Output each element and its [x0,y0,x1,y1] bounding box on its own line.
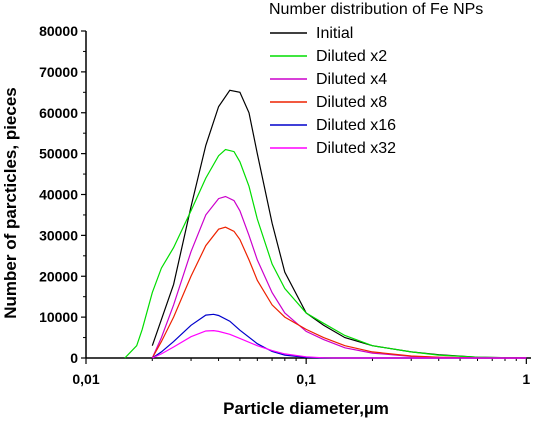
series-line-4 [151,313,527,359]
y-tick-label: 70000 [39,64,78,80]
legend-label: Diluted x4 [316,71,387,88]
legend-title: Number distribution of Fe NPs [269,1,483,18]
series-line-3 [151,226,527,359]
legend-label: Diluted x16 [316,117,396,134]
legend-label: Diluted x32 [316,140,396,157]
series-line-2 [151,195,527,359]
x-tick-label: 0,1 [296,371,316,387]
legend-label: Diluted x2 [316,48,387,65]
tick-labels: 0 10000 20000 30000 40000 50000 60000 70000 8000… [39,23,530,387]
y-tick-label: 60000 [39,105,78,121]
x-tick-label: 1 [522,371,530,387]
y-tick-label: 40000 [39,187,78,203]
series-group [124,89,527,359]
legend-label: Diluted x8 [316,94,387,111]
y-tick-label: 0 [70,350,78,366]
y-tick-label: 10000 [39,309,78,325]
legend: Number distribution of Fe NPs Initial Dil… [269,1,483,157]
y-tick-label: 80000 [39,23,78,39]
y-tick-label: 30000 [39,227,78,243]
series-line-1 [124,148,527,359]
x-axis-title: Particle diameter,µm [223,399,389,418]
y-axis-title: Number of parcticles, pieces [1,87,20,318]
legend-label: Initial [316,25,353,42]
y-tick-label: 20000 [39,268,78,284]
y-tick-label: 50000 [39,146,78,162]
x-tick-label: 0,01 [72,371,99,387]
series-line-5 [152,329,527,359]
